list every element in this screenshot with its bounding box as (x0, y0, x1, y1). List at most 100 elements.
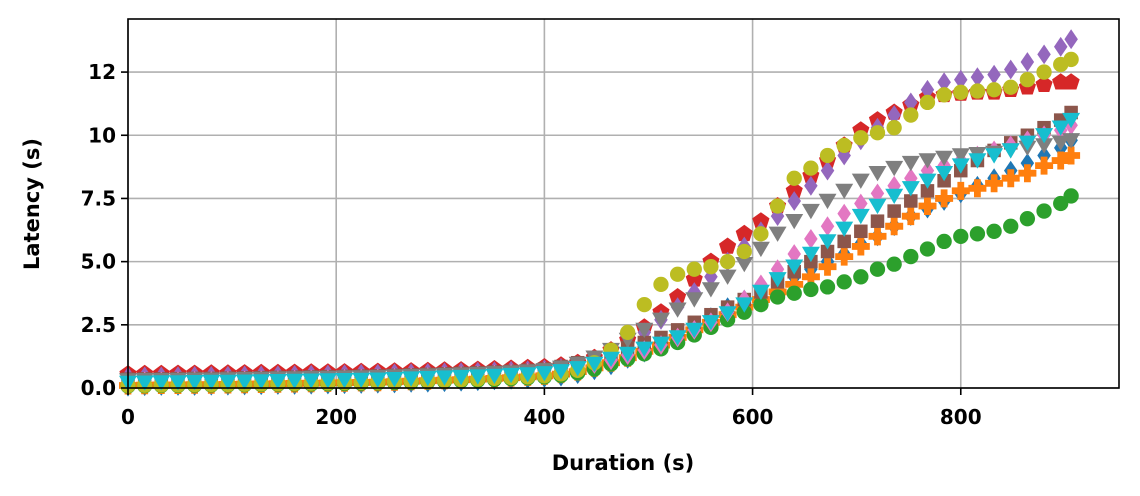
series-2-point (818, 257, 837, 276)
series-8-point (1051, 135, 1070, 151)
series-10-point (735, 297, 754, 313)
series-10-point (652, 336, 670, 352)
series-8-point (701, 282, 720, 298)
series-3-point (936, 233, 952, 250)
series-2-point (1062, 146, 1081, 165)
series-5-point (987, 64, 1001, 85)
series-3-point (1003, 218, 1019, 234)
series-3-point (1019, 211, 1036, 227)
series-9-point (769, 198, 786, 214)
series-5-point (804, 175, 818, 196)
series-7-point (870, 183, 885, 204)
series-10-point (202, 374, 221, 390)
series-5-point (904, 92, 918, 113)
series-10-point (152, 375, 171, 391)
series-10-point (851, 208, 870, 225)
series-9-point (1003, 79, 1019, 95)
series-10-point (368, 372, 387, 388)
series-4-point (735, 224, 753, 242)
series-9-point (703, 259, 719, 275)
series-4-point (752, 212, 770, 229)
series-2-point (885, 217, 904, 236)
series-8-point (918, 153, 937, 169)
series-6-point (870, 214, 885, 228)
series-6-point (920, 184, 935, 198)
series-2-point (935, 189, 954, 208)
series-8-point (1035, 138, 1054, 154)
x-tick-label: 600 (732, 405, 774, 429)
x-axis-label: Duration (s) (552, 451, 695, 475)
series-5-point (1037, 44, 1051, 65)
series-5-point (1020, 52, 1035, 72)
series-10-point (268, 374, 287, 390)
series-10-point (968, 153, 987, 169)
series-2-point (851, 237, 870, 256)
series-3-point (853, 269, 869, 285)
series-10-point (418, 370, 437, 387)
series-10-point (635, 341, 654, 357)
series-10-point (602, 351, 620, 367)
series-10-point (135, 375, 154, 391)
series-8-point (868, 166, 887, 182)
series-3-point (986, 223, 1002, 239)
series-2-point (801, 267, 820, 286)
series-3-point (869, 261, 886, 277)
series-4-point (669, 288, 687, 305)
series-8-point (885, 160, 904, 177)
series-10-point (751, 284, 770, 301)
series-5-point (920, 79, 935, 100)
series-9-point (969, 83, 986, 99)
series-2-point (1001, 169, 1020, 188)
series-9-point (636, 296, 652, 313)
series-10-point (452, 369, 471, 386)
series-8 (119, 133, 1081, 389)
series-9-point (869, 125, 886, 141)
series-10-point (502, 367, 521, 384)
series-8-point (801, 203, 820, 220)
series-9-point (736, 243, 752, 260)
series-3-point (786, 285, 802, 301)
series-10-point (185, 375, 204, 391)
y-tick-label: 10 (88, 123, 116, 147)
series-10 (119, 112, 1081, 391)
series-8-point (835, 183, 854, 199)
series-10-point (901, 181, 920, 197)
series-2-point (868, 227, 887, 246)
series-2-point (968, 179, 987, 198)
series-10-point (685, 322, 704, 338)
series-8-point (668, 302, 687, 318)
x-tick-label: 800 (940, 405, 982, 429)
x-tick-label: 0 (121, 405, 135, 429)
series-2-point (1035, 156, 1054, 175)
series-10-point (218, 374, 237, 390)
series-10-point (568, 361, 587, 377)
series-7-point (820, 216, 835, 237)
series-9-point (719, 253, 736, 270)
series-9-point (669, 266, 686, 282)
series-10-point (402, 371, 421, 387)
series-10-point (1001, 143, 1020, 159)
series-9-point (903, 107, 919, 123)
series-7-point (787, 244, 801, 264)
series-10-point (951, 158, 970, 174)
series-9-point (1036, 64, 1052, 80)
series-2-point (1051, 151, 1070, 170)
series-10-point (868, 198, 887, 215)
series-10-point (801, 246, 820, 263)
series-10-point (668, 330, 687, 346)
series-4-point (719, 237, 737, 254)
series-7-point (804, 229, 818, 249)
series-10-point (935, 166, 954, 182)
series-8-point (851, 173, 870, 189)
series-10-point (552, 364, 570, 380)
series-10-point (785, 259, 804, 275)
series-3-point (969, 226, 986, 242)
series-8-point (768, 226, 787, 242)
series-8-point (718, 269, 737, 285)
series-9-point (836, 137, 852, 154)
series-5-point (820, 160, 835, 181)
series-10-point (352, 372, 371, 388)
series-6-point (837, 234, 851, 249)
series-3-point (769, 289, 786, 305)
series-3-point (1036, 203, 1052, 219)
